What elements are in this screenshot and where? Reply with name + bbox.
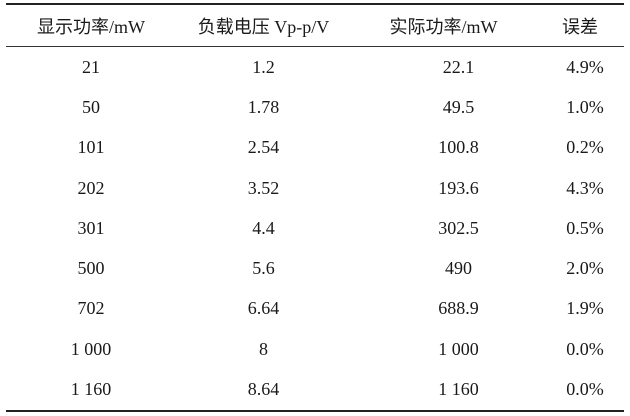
cell-displayed-power: 500	[77, 258, 105, 279]
table-row: 702 6.64 688.9 1.9%	[6, 289, 624, 329]
table-header-rule	[6, 46, 624, 47]
cell-displayed-power: 1 160	[70, 379, 112, 400]
table-row: 21 1.2 22.1 4.9%	[6, 47, 624, 87]
header-actual-power: 实际功率/mW	[389, 16, 498, 37]
cell-load-voltage: 4.4	[252, 217, 275, 238]
cell-load-voltage: 3.52	[247, 177, 280, 198]
cell-actual-power: 490	[445, 258, 472, 279]
table-row: 1 160 8.64 1 160 0.0%	[6, 369, 624, 409]
table-header-row: 显示功率/mW 负载电压 Vp-p/V 实际功率/mW 误差	[6, 5, 624, 46]
table-row: 500 5.6 490 2.0%	[6, 248, 624, 288]
table-row: 301 4.4 302.5 0.5%	[6, 208, 624, 248]
cell-load-voltage: 6.64	[247, 298, 280, 319]
cell-load-voltage: 8	[259, 338, 268, 359]
cell-actual-power: 100.8	[438, 137, 479, 158]
cell-displayed-power: 50	[82, 96, 100, 117]
cell-error: 0.2%	[566, 137, 604, 158]
cell-displayed-power: 202	[77, 177, 105, 198]
cell-load-voltage: 1.2	[252, 56, 275, 77]
cell-actual-power: 1 000	[438, 338, 479, 359]
table-row: 50 1.78 49.5 1.0%	[6, 87, 624, 127]
cell-error: 1.9%	[566, 298, 604, 319]
header-displayed-power: 显示功率/mW	[37, 16, 145, 37]
cell-actual-power: 49.5	[442, 96, 475, 117]
table-row: 1 000 8 1 000 0.0%	[6, 329, 624, 369]
cell-error: 0.0%	[566, 338, 604, 359]
header-load-voltage: 负载电压 Vp-p/V	[197, 16, 330, 37]
cell-actual-power: 22.1	[442, 56, 475, 77]
cell-displayed-power: 702	[77, 298, 105, 319]
table-top-rule	[6, 3, 624, 5]
cell-load-voltage: 2.54	[247, 137, 280, 158]
cell-displayed-power: 21	[82, 56, 100, 77]
cell-error: 4.9%	[566, 56, 604, 77]
cell-displayed-power: 101	[77, 137, 105, 158]
cell-load-voltage: 8.64	[247, 379, 280, 400]
cell-error: 0.5%	[566, 217, 604, 238]
data-table: 显示功率/mW 负载电压 Vp-p/V 实际功率/mW 误差 21 1.2 22…	[6, 0, 624, 412]
header-error: 误差	[562, 16, 598, 37]
cell-displayed-power: 1 000	[70, 338, 112, 359]
table-body: 21 1.2 22.1 4.9% 50 1.78 49.5 1.0% 101 2…	[6, 47, 624, 410]
cell-load-voltage: 5.6	[252, 258, 275, 279]
cell-error: 1.0%	[566, 96, 604, 117]
cell-actual-power: 302.5	[438, 217, 479, 238]
cell-actual-power: 193.6	[438, 177, 479, 198]
table-row: 202 3.52 193.6 4.3%	[6, 168, 624, 208]
cell-error: 0.0%	[566, 379, 604, 400]
cell-error: 4.3%	[566, 177, 604, 198]
cell-actual-power: 1 160	[438, 379, 479, 400]
table-row: 101 2.54 100.8 0.2%	[6, 128, 624, 168]
cell-error: 2.0%	[566, 258, 604, 279]
cell-load-voltage: 1.78	[247, 96, 280, 117]
cell-actual-power: 688.9	[438, 298, 479, 319]
cell-displayed-power: 301	[77, 217, 105, 238]
table-bottom-rule	[6, 409, 624, 412]
